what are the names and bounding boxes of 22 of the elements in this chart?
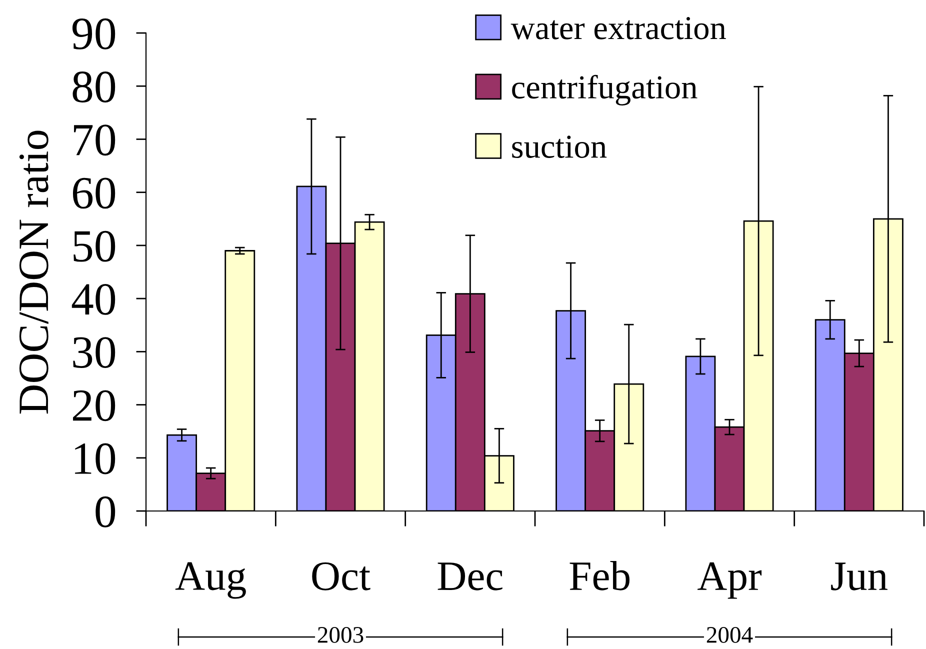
x-tick-label: Jun xyxy=(831,562,888,590)
y-tick-label: 20 xyxy=(73,390,116,422)
y-tick-label: 60 xyxy=(72,178,116,209)
y-tick-label: 30 xyxy=(73,337,116,368)
x-tick-label: Apr xyxy=(698,562,762,599)
y-tick-label: 70 xyxy=(74,124,116,156)
y-tick-label: 40 xyxy=(72,284,116,315)
x-tick-label: Aug xyxy=(175,562,246,599)
y-tick-label: 90 xyxy=(72,18,116,50)
x-tick-label: Feb xyxy=(570,561,630,590)
x-tick-label: Dec xyxy=(438,562,502,590)
x-tick-label: Oct xyxy=(312,562,370,590)
legend-label: centrifugation xyxy=(512,74,698,106)
legend-label: water extraction xyxy=(510,16,726,40)
legend-label: suction xyxy=(512,136,607,158)
y-tick-label: 80 xyxy=(72,72,116,102)
y-tick-label: 50 xyxy=(74,230,116,262)
y-tick-label: 0 xyxy=(96,496,116,528)
y-tick-label: 10 xyxy=(75,443,116,474)
text: 2003 xyxy=(318,626,364,643)
text: 2004 xyxy=(706,626,753,643)
y-axis-title: DOC/DON ratio xyxy=(19,130,48,414)
